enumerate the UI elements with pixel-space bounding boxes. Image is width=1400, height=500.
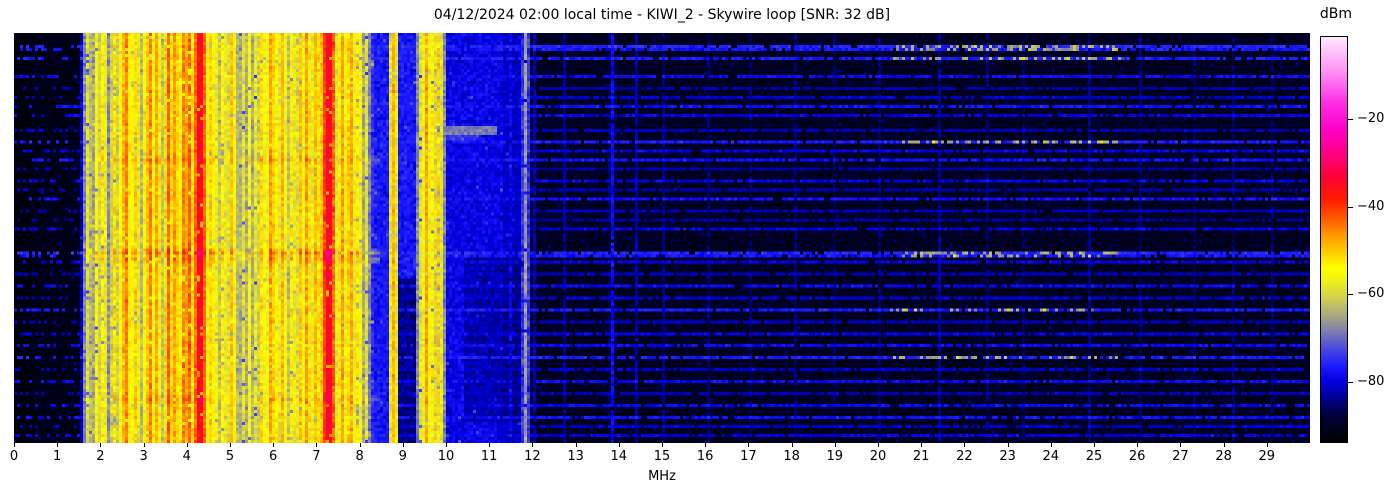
x-tick-label: 11 [480,449,498,464]
x-tick-label: 28 [1215,449,1232,464]
x-tick-label: 3 [139,449,148,464]
x-tick-mark [878,443,879,447]
x-tick-mark [1180,443,1182,447]
x-tick-label: 24 [1042,449,1060,464]
x-tick-mark [1007,443,1009,447]
x-tick-mark [57,443,59,447]
x-tick-mark [791,443,793,447]
x-tick-label: 8 [355,449,364,464]
colorbar-tick-label: −60 [1357,286,1385,302]
x-tick-label: 4 [182,449,191,464]
x-tick-label: 19 [826,449,844,464]
x-tick-label: 18 [783,449,800,464]
x-tick-mark [316,443,318,447]
x-tick-mark [143,443,145,447]
x-tick-mark [1137,443,1139,447]
x-tick-mark [1094,443,1095,447]
x-tick-mark [662,443,663,447]
x-tick-mark [230,443,231,447]
x-tick-label: 20 [869,449,887,464]
x-tick-label: 16 [696,449,714,464]
colorbar-tick-mark [1348,206,1353,208]
waterfall-canvas [14,33,1310,443]
x-tick-label: 21 [912,449,930,464]
x-tick-label: 2 [96,449,105,464]
x-tick-label: 5 [225,449,235,464]
x-tick-mark [705,443,707,447]
x-tick-mark [402,443,404,447]
x-tick-label: 22 [956,449,973,464]
x-tick-mark [964,443,966,447]
x-tick-mark [921,443,923,447]
x-tick-label: 27 [1172,449,1189,464]
x-tick-label: 14 [610,449,628,464]
waterfall-plot-area [14,33,1310,443]
x-tick-label: 29 [1258,449,1276,464]
x-tick-label: 25 [1085,449,1103,464]
x-tick-label: 26 [1128,449,1146,464]
x-tick-mark [489,443,491,447]
x-tick-mark [834,443,836,447]
x-tick-label: 23 [999,449,1016,464]
x-tick-mark [1223,443,1225,447]
x-tick-mark [618,443,620,447]
x-tick-label: 15 [653,449,671,464]
x-tick-label: 6 [269,449,278,464]
x-tick-label: 13 [567,449,584,464]
x-tick-mark [100,443,102,447]
colorbar-tick-label: −20 [1357,111,1385,127]
colorbar-tick-label: −80 [1357,373,1385,389]
x-tick-mark [748,443,750,447]
colorbar-tick-mark [1348,119,1353,121]
x-tick-label: 10 [437,449,455,464]
x-tick-mark [14,443,15,447]
colorbar-tick-mark [1348,381,1353,383]
x-tick-mark [446,443,447,447]
x-tick-label: 12 [524,449,541,464]
x-axis-label: MHz [648,469,676,484]
colorbar [1320,36,1348,443]
plot-title: 04/12/2024 02:00 local time - KIWI_2 - S… [433,7,891,23]
x-tick-mark [273,443,275,447]
x-tick-label: 9 [398,449,407,464]
x-tick-mark [532,443,534,447]
x-tick-mark [575,443,577,447]
colorbar-tick-mark [1348,294,1353,296]
colorbar-tick-label: −40 [1357,198,1385,214]
x-tick-mark [1050,443,1052,447]
x-tick-label: 7 [312,449,321,464]
x-tick-mark [359,443,361,447]
x-tick-label: 1 [53,449,62,464]
x-tick-label: 0 [9,449,19,464]
x-tick-mark [1266,443,1268,447]
x-tick-label: 17 [740,449,757,464]
x-tick-mark [186,443,188,447]
colorbar-label: dBm [1319,6,1353,22]
